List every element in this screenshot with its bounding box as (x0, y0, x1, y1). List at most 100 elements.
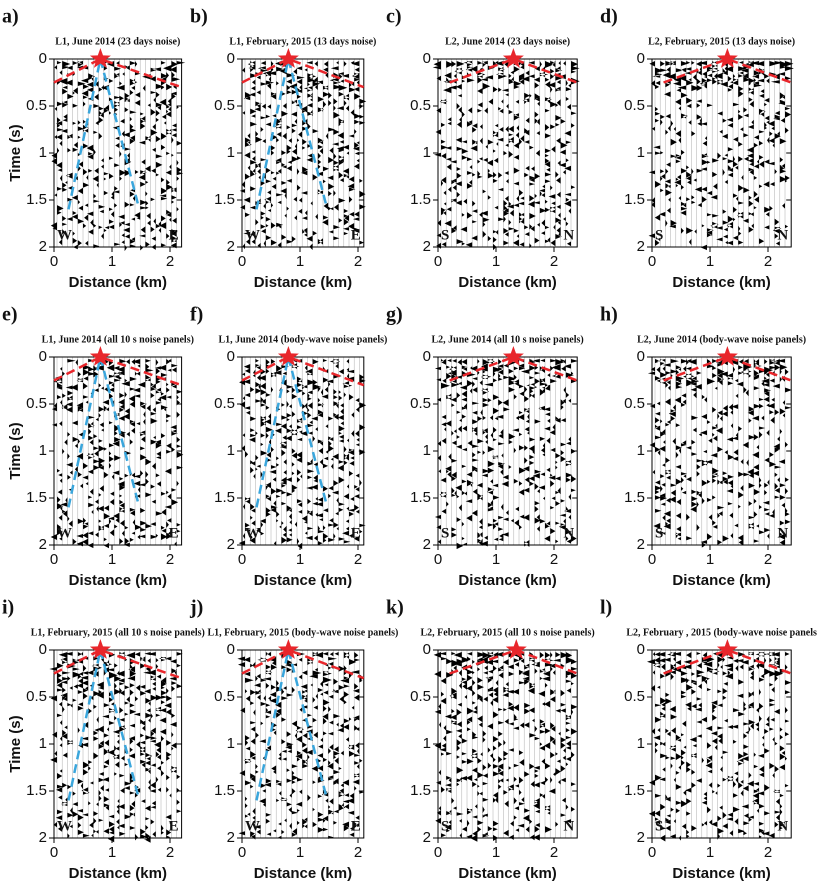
trace-lines (440, 650, 572, 838)
panel-label: e) (2, 304, 18, 326)
x-tick-label: 0 (238, 844, 246, 861)
source-star (716, 346, 738, 366)
y-tick-label: 1 (423, 442, 431, 459)
y-tick-label: 1 (423, 735, 431, 752)
side-label-right: E (351, 818, 361, 834)
panel-label: h) (600, 304, 618, 326)
y-tick-label: 0.5 (214, 688, 235, 705)
x-axis-label: Distance (km) (254, 274, 352, 291)
panel: i) L1, February, 2015 (all 10 s noise pan… (2, 597, 205, 882)
panel-title: L1, February, 2015 (all 10 s noise panel… (31, 627, 205, 638)
y-tick-label: 0.5 (26, 97, 47, 114)
x-axis-label: Distance (km) (69, 572, 167, 589)
x-tick-label: 1 (296, 253, 304, 270)
x-tick-label: 1 (492, 253, 500, 270)
dashed-line (663, 648, 792, 675)
x-tick-label: 0 (434, 551, 442, 568)
side-label-right: N (563, 818, 574, 834)
x-tick-label: 1 (108, 551, 116, 568)
dashed-line (53, 57, 183, 89)
dashed-line (255, 649, 328, 801)
x-tick-label: 0 (648, 551, 656, 568)
panel-title: L1, June 2014 (23 days noise) (55, 36, 180, 47)
side-label-left: S (655, 227, 663, 243)
y-tick-label: 2 (39, 829, 47, 846)
y-tick-label: 0.5 (410, 395, 431, 412)
panel-title: L1, June 2014 (all 10 s noise panels) (42, 334, 194, 345)
y-tick-label: 2 (637, 238, 645, 255)
side-label-left: W (245, 227, 260, 243)
y-tick-label: 1 (227, 144, 235, 161)
y-tick-label: 0.5 (214, 97, 235, 114)
side-label-right: E (351, 227, 361, 243)
y-tick-label: 1 (39, 144, 47, 161)
y-tick-label: 1.5 (624, 489, 645, 506)
x-tick-label: 1 (706, 844, 714, 861)
x-tick-label: 2 (764, 844, 772, 861)
panel-label: g) (386, 304, 403, 326)
y-axis-label: Time (s) (7, 715, 24, 772)
y-tick-label: 1.5 (624, 782, 645, 799)
wiggle-texture (432, 61, 580, 251)
panel: l) L2, February , 2015 (body-wave noise p… (600, 597, 817, 882)
y-tick-label: 1.5 (26, 191, 47, 208)
x-tick-label: 0 (238, 253, 246, 270)
x-axis-label: Distance (km) (69, 274, 167, 291)
side-label-right: E (169, 818, 179, 834)
source-star (89, 639, 111, 659)
y-tick-label: 1.5 (26, 782, 47, 799)
wiggle-texture (238, 359, 367, 550)
panel-title: L2, June 2014 (23 days noise) (445, 36, 570, 47)
dashed-line (67, 356, 140, 508)
x-tick-label: 1 (108, 844, 116, 861)
panel: b) L1, February, 2015 (13 days noise) 0 0.5… (190, 6, 376, 291)
y-tick-label: 1 (637, 442, 645, 459)
x-axis-label: Distance (km) (672, 865, 770, 882)
y-tick-label: 1.5 (410, 489, 431, 506)
x-tick-label: 0 (648, 253, 656, 270)
x-tick-label: 1 (108, 253, 116, 270)
dashed-line (449, 57, 578, 84)
y-tick-label: 2 (423, 238, 431, 255)
dashed-line (663, 57, 792, 84)
x-tick-label: 2 (166, 551, 174, 568)
side-label-right: E (169, 525, 179, 541)
y-tick-label: 0.5 (624, 688, 645, 705)
panel-title: L2, February, 2015 (all 10 s noise panel… (421, 627, 595, 638)
side-label-left: W (245, 525, 260, 541)
dashed-line (67, 649, 140, 801)
y-tick-label: 1 (227, 735, 235, 752)
y-tick-label: 0.5 (26, 688, 47, 705)
side-label-left: S (441, 525, 449, 541)
side-label-left: W (57, 227, 72, 243)
x-axis-label: Distance (km) (672, 274, 770, 291)
y-axis-label: Time (s) (7, 422, 24, 479)
side-label-left: S (655, 525, 663, 541)
x-tick-label: 1 (492, 844, 500, 861)
x-tick-label: 0 (434, 253, 442, 270)
wiggle-texture (434, 359, 579, 550)
y-tick-label: 2 (423, 536, 431, 553)
source-star (505, 639, 527, 659)
x-tick-label: 2 (550, 253, 558, 270)
panel-title: L1, June 2014 (body-wave noise panels) (218, 334, 387, 345)
panel: e) L1, June 2014 (all 10 s noise panels) 0… (2, 304, 194, 589)
dashed-line (241, 57, 365, 89)
x-tick-label: 2 (550, 551, 558, 568)
y-tick-label: 0 (637, 641, 645, 658)
y-tick-label: 0 (39, 641, 47, 658)
panel-title: L2, February, 2015 (13 days noise) (648, 36, 795, 47)
y-tick-label: 0 (637, 348, 645, 365)
panel: j) L1, February, 2015 (body-wave noise pa… (189, 597, 398, 882)
side-label-left: W (245, 818, 260, 834)
y-tick-label: 1 (423, 144, 431, 161)
y-tick-label: 0.5 (410, 97, 431, 114)
x-axis-label: Distance (km) (254, 865, 352, 882)
panel-title: L2, February , 2015 (body-wave noise pan… (626, 627, 817, 638)
panel: k) L2, February, 2015 (all 10 s noise pan… (386, 597, 595, 882)
y-tick-label: 0 (423, 348, 431, 365)
y-tick-label: 1 (39, 442, 47, 459)
plot-frame (651, 356, 792, 546)
side-label-left: S (441, 818, 449, 834)
y-tick-label: 0.5 (410, 688, 431, 705)
